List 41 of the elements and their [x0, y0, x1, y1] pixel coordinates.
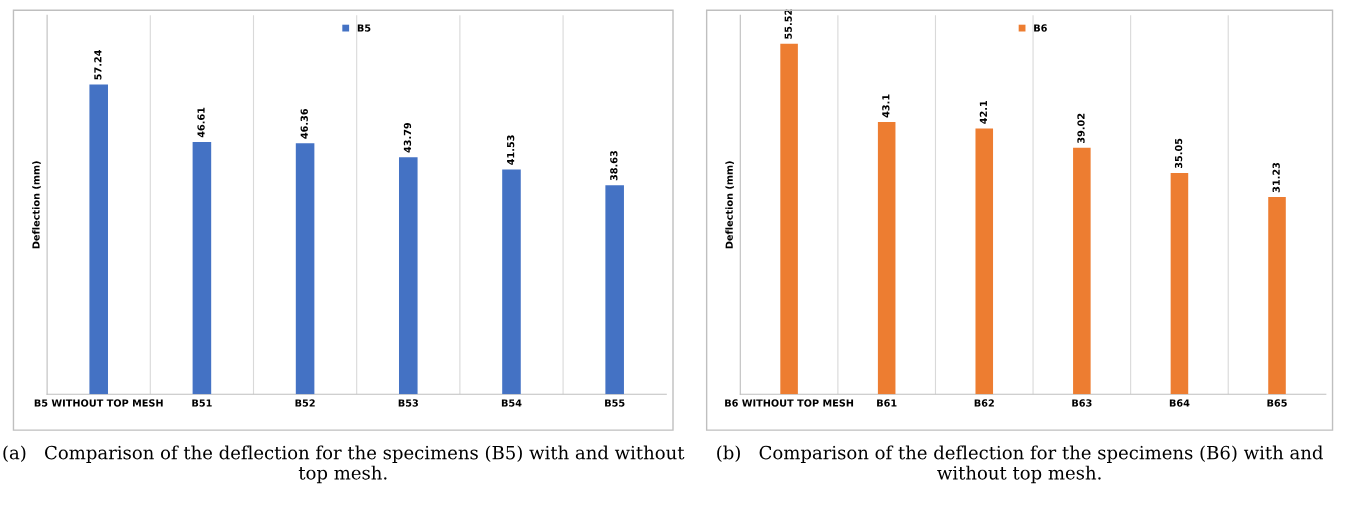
legend-label: B5 [357, 24, 371, 32]
bar [1073, 147, 1091, 395]
x-tick-label: B61 [877, 399, 897, 407]
x-tick-label: B62 [974, 399, 994, 407]
data-label: 46.61 [197, 107, 205, 138]
bar [502, 169, 521, 395]
legend-label: B6 [1034, 24, 1047, 32]
bar [780, 43, 798, 395]
bar [192, 141, 212, 395]
y-axis-title: Deflection (mm) [32, 161, 41, 249]
data-label: 42.1 [979, 100, 987, 124]
bar [1268, 197, 1286, 395]
bar [877, 122, 896, 395]
bar [605, 185, 624, 395]
x-tick-label: B51 [192, 399, 212, 407]
bar [399, 157, 418, 395]
data-label: 43.1 [882, 94, 890, 118]
data-label: 38.63 [610, 151, 618, 181]
data-label: 35.05 [1174, 138, 1183, 169]
x-tick-label: B65 [1267, 399, 1287, 407]
data-label: 46.36 [300, 108, 308, 139]
x-tick-label: B64 [1169, 399, 1190, 407]
bar [975, 128, 994, 395]
data-label: 31.23 [1272, 162, 1280, 193]
x-tick-label: B63 [1072, 399, 1092, 407]
x-tick-label: B54 [501, 399, 522, 407]
bar [295, 143, 315, 395]
data-label: 39.02 [1077, 113, 1085, 144]
data-label: 57.24 [94, 49, 102, 80]
y-axis-title: Deflection (mm) [725, 161, 734, 249]
text: (a) Comparison of the deflection for the specimens (B5) with and without top mesh. [3, 445, 685, 484]
text: (b) Comparison of the deflection for the specimens (B6) with and without top mesh. [717, 445, 1323, 484]
x-tick-label: B53 [398, 399, 418, 407]
x-tick-label: B52 [295, 399, 315, 407]
x-tick-label: B5 WITHOUT TOP MESH [34, 399, 163, 407]
data-label: 43.79 [403, 122, 412, 153]
bar [1170, 172, 1189, 395]
x-tick-label: B55 [605, 399, 625, 407]
data-label: 41.53 [506, 135, 515, 165]
bar [89, 84, 108, 395]
x-tick-label: B6 WITHOUT TOP MESH [725, 399, 854, 407]
